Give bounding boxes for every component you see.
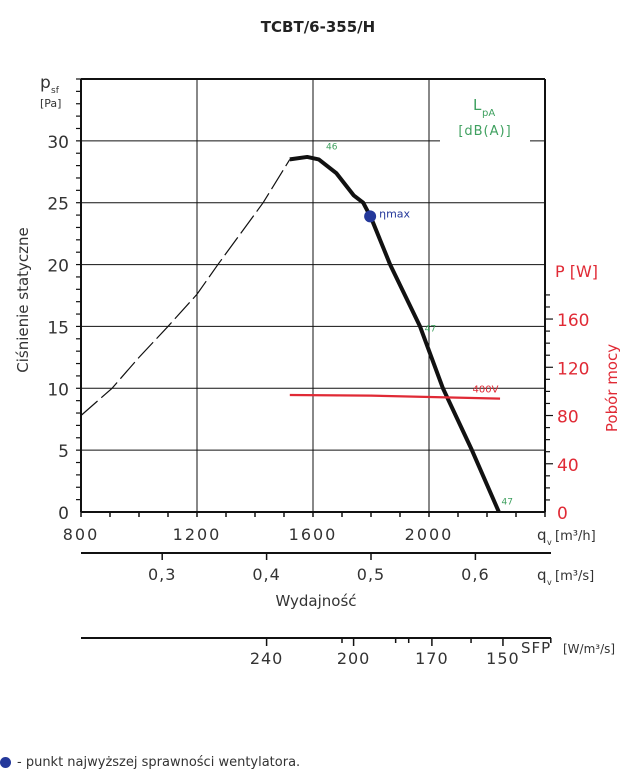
x-symbol: q — [537, 526, 547, 544]
eta-max-point — [364, 210, 377, 223]
footnote-text: - punkt najwyższej sprawności wentylator… — [17, 755, 301, 770]
axes — [76, 78, 553, 646]
power-curve-label: 400V — [473, 385, 499, 396]
y-tick-label: 30 — [47, 133, 69, 153]
chart-title: TCBT/6-355/H — [261, 18, 375, 36]
power-tick-label: 160 — [557, 311, 589, 331]
y-axis-symbol-sub: sf — [51, 86, 60, 96]
y-tick-label: 0 — [58, 504, 69, 524]
power-tick-label: 80 — [557, 408, 579, 428]
qv-m3s-tick-label: 0,5 — [357, 565, 385, 584]
x2-symbol-sub: v — [547, 578, 552, 587]
y-tick-label: 5 — [58, 442, 69, 462]
lpa-label-background — [440, 92, 530, 150]
eta-max-dot-icon — [0, 757, 11, 768]
lpa-unit: [dB(A)] — [458, 124, 511, 139]
x-unit: [m³/h] — [555, 529, 596, 544]
power-axis-title: Pobór mocy — [603, 344, 621, 432]
eta-max-label: ηmax — [379, 207, 410, 220]
y-axis-symbol: p — [40, 73, 51, 93]
grid — [81, 79, 545, 512]
y-tick-label: 25 — [47, 195, 69, 215]
qv-m3s-tick-label: 0,3 — [148, 565, 176, 584]
noise-level-label: 47 — [425, 324, 436, 334]
sfp-tick-label: 200 — [337, 649, 371, 668]
x2-unit: [m³/s] — [555, 569, 594, 584]
x-tick-label: 2000 — [405, 525, 454, 544]
y-tick-label: 20 — [47, 257, 69, 277]
x-axis-title: Wydajność — [275, 592, 356, 610]
y-tick-label: 10 — [47, 380, 69, 400]
x2-symbol: q — [537, 566, 547, 584]
footnote: - punkt najwyższej sprawności wentylator… — [0, 755, 300, 770]
sfp-unit: [W/m³/s] — [563, 642, 615, 656]
power-tick-label: 40 — [557, 456, 579, 476]
lpa-symbol: L — [473, 96, 482, 114]
y-tick-label: 15 — [47, 318, 69, 338]
series-pressure — [289, 154, 501, 513]
x-tick-label: 1600 — [289, 525, 338, 544]
noise-level-label: 47 — [502, 498, 513, 508]
noise-level-label: 46 — [326, 143, 338, 153]
sfp-tick-label: 240 — [250, 649, 284, 668]
power-tick-label: 120 — [557, 359, 589, 379]
x-tick-label: 1200 — [173, 525, 222, 544]
y-axis-unit: [Pa] — [40, 97, 61, 110]
series — [80, 154, 501, 513]
series-400v — [289, 393, 501, 400]
sfp-tick-label: 170 — [415, 649, 449, 668]
lpa-sub: pA — [482, 108, 495, 119]
qv-m3s-tick-label: 0,6 — [461, 565, 489, 584]
series-pressure-unstable — [80, 159, 291, 416]
sfp-tick-label: 150 — [486, 649, 520, 668]
qv-m3s-tick-label: 0,4 — [252, 565, 280, 584]
x-tick-label: 800 — [63, 525, 100, 544]
power-tick-label: 0 — [557, 504, 568, 524]
y-axis-title: Ciśnienie statyczne — [14, 227, 32, 373]
labels: 0 5 10 15 20 25 30 800 1200 1600 2000 0 40 80 120 160 Ci… — [14, 73, 621, 668]
x-symbol-sub: v — [547, 538, 552, 547]
sfp-label: SFP — [521, 639, 551, 657]
power-axis-unit: P [W] — [555, 262, 598, 281]
